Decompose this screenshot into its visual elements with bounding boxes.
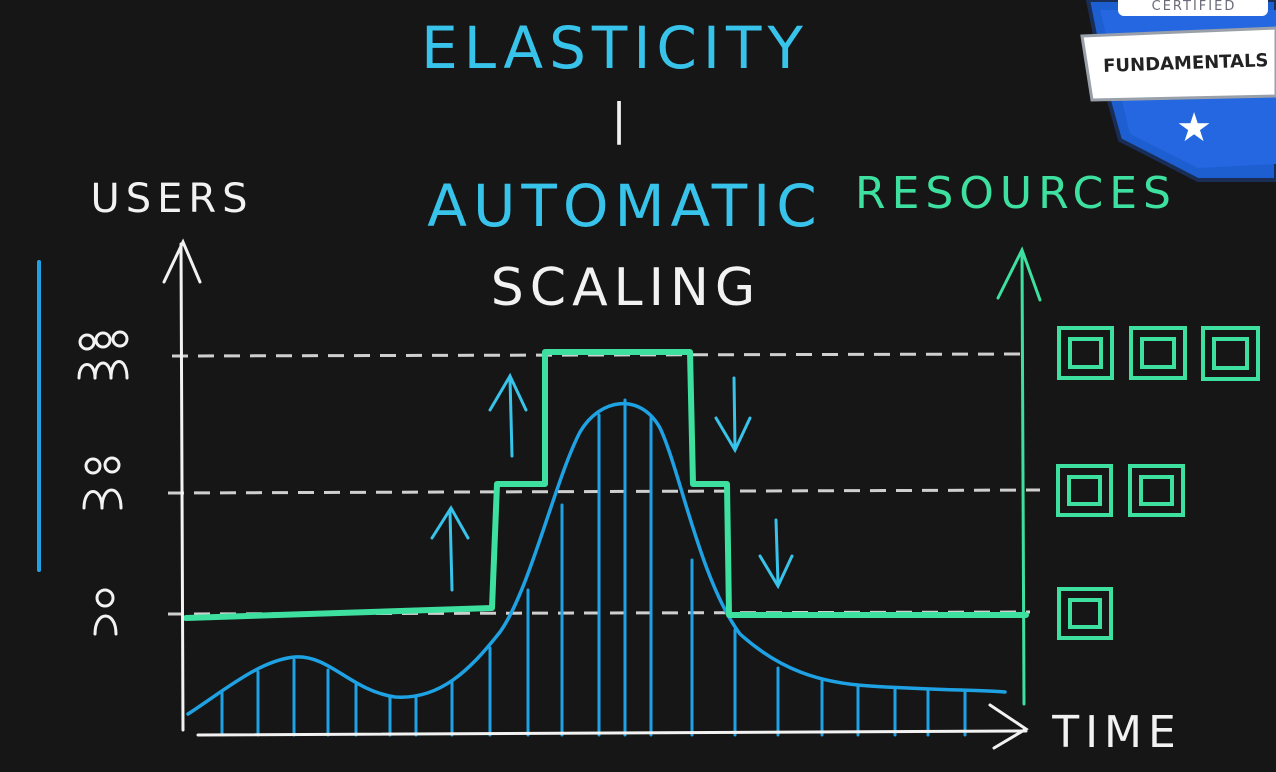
resource-instance-icon [1129, 326, 1187, 380]
badge-top-plate [1118, 0, 1268, 16]
threshold-line-2-users [167, 488, 1041, 495]
scale-up-arrow-1 [430, 505, 470, 592]
resource-row-1 [1057, 587, 1113, 640]
badge-certified-text: CERTIFIED [1152, 0, 1237, 14]
users-axis-label: USERS [90, 176, 253, 222]
scale-down-arrow-1 [714, 376, 752, 454]
title-separator: | [612, 94, 627, 145]
resource-instance-icon [1057, 587, 1113, 640]
resources-axis-label: RESOURCES [855, 168, 1177, 219]
badge-ribbon [1080, 26, 1276, 102]
resource-row-2 [1056, 464, 1185, 517]
resources-step-line [183, 349, 1029, 621]
resource-instance-icon [1128, 464, 1185, 517]
user-curve-hatching [220, 398, 967, 737]
time-axis-label: TIME [1051, 707, 1182, 758]
resource-row-3 [1057, 326, 1260, 381]
three-users-icon [77, 330, 129, 380]
users-axis [162, 238, 202, 732]
scale-up-arrow-2 [488, 372, 528, 458]
resource-instance-icon [1057, 326, 1114, 380]
time-axis [196, 703, 1029, 750]
resource-instance-icon [1056, 464, 1113, 517]
user-demand-curve [186, 402, 1007, 716]
single-user-icon [93, 588, 118, 636]
star-icon: ★ [1176, 105, 1212, 151]
resources-axis [996, 246, 1042, 706]
resource-instance-icon [1201, 326, 1260, 381]
title-elasticity: ELASTICITY [421, 14, 809, 82]
title-automatic: AUTOMATIC [427, 172, 822, 240]
scale-down-arrow-2 [758, 518, 794, 590]
two-users-icon [82, 456, 123, 510]
certification-badge: CERTIFIED FUNDAMENTALS ★ [1080, 0, 1276, 182]
title-scaling: SCALING [491, 258, 761, 318]
